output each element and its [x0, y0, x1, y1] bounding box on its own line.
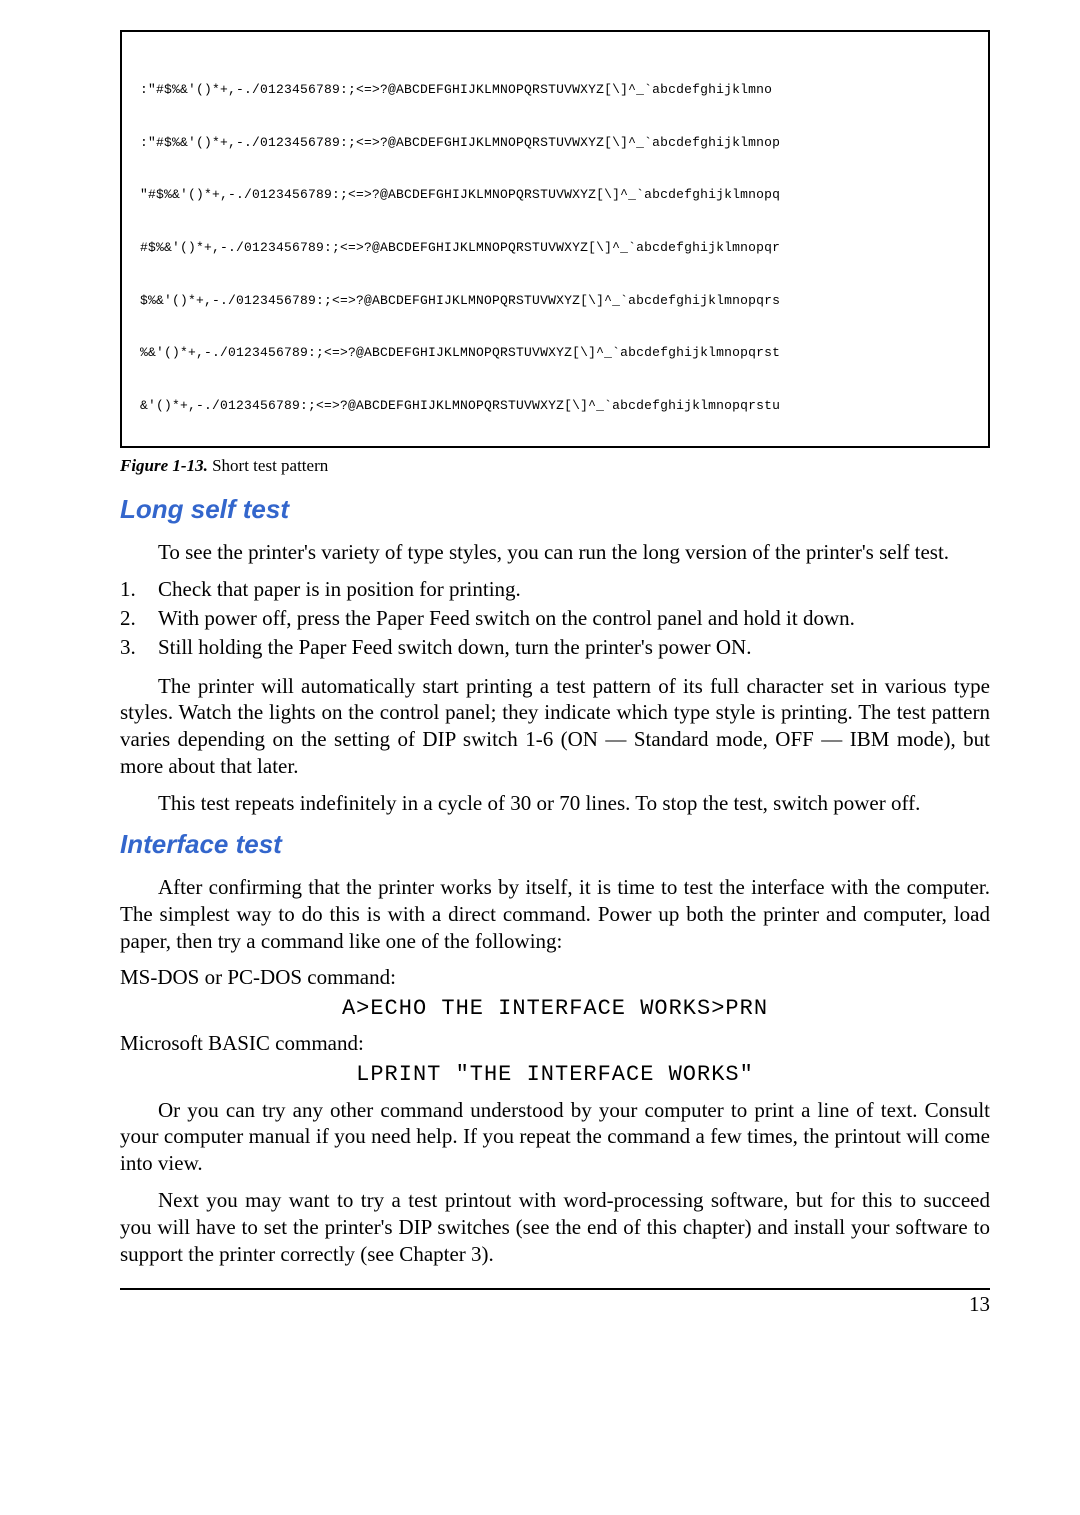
heading-interface-test: Interface test [120, 829, 990, 860]
para-long-self-test-2: The printer will automatically start pri… [120, 673, 990, 781]
figure-caption: Figure 1-13. Short test pattern [120, 456, 990, 476]
test-pattern-line: $%&'()*+,-./0123456789:;<=>?@ABCDEFGHIJK… [140, 292, 970, 310]
test-pattern-line: #$%&'()*+,-./0123456789:;<=>?@ABCDEFGHIJ… [140, 239, 970, 257]
cmd-basic: LPRINT "THE INTERFACE WORKS" [120, 1062, 990, 1087]
page-footer: 13 [120, 1288, 990, 1317]
step-number: 2. [120, 605, 158, 632]
para-interface-2: Or you can try any other command underst… [120, 1097, 990, 1178]
steps-list: 1. Check that paper is in position for p… [120, 576, 990, 661]
test-pattern-line: %&'()*+,-./0123456789:;<=>?@ABCDEFGHIJKL… [140, 344, 970, 362]
test-pattern-line: :"#$%&'()*+,-./0123456789:;<=>?@ABCDEFGH… [140, 81, 970, 99]
list-item: 2. With power off, press the Paper Feed … [120, 605, 990, 632]
list-item: 3. Still holding the Paper Feed switch d… [120, 634, 990, 661]
para-interface-1: After confirming that the printer works … [120, 874, 990, 955]
step-text: Check that paper is in position for prin… [158, 576, 990, 603]
step-text: Still holding the Paper Feed switch down… [158, 634, 990, 661]
step-number: 3. [120, 634, 158, 661]
para-long-self-test-3: This test repeats indefinitely in a cycl… [120, 790, 990, 817]
step-number: 1. [120, 576, 158, 603]
cmd-dos: A>ECHO THE INTERFACE WORKS>PRN [120, 996, 990, 1021]
test-pattern-box: :"#$%&'()*+,-./0123456789:;<=>?@ABCDEFGH… [120, 30, 990, 448]
test-pattern-line: "#$%&'()*+,-./0123456789:;<=>?@ABCDEFGHI… [140, 186, 970, 204]
step-text: With power off, press the Paper Feed swi… [158, 605, 990, 632]
para-interface-3: Next you may want to try a test printout… [120, 1187, 990, 1268]
figure-label: Figure 1-13. [120, 456, 208, 475]
para-long-self-test-intro: To see the printer's variety of type sty… [120, 539, 990, 566]
cmd-label-basic: Microsoft BASIC command: [120, 1031, 990, 1056]
page-number: 13 [969, 1292, 990, 1316]
test-pattern-line: &'()*+,-./0123456789:;<=>?@ABCDEFGHIJKLM… [140, 397, 970, 415]
test-pattern-line: :"#$%&'()*+,-./0123456789:;<=>?@ABCDEFGH… [140, 134, 970, 152]
list-item: 1. Check that paper is in position for p… [120, 576, 990, 603]
heading-long-self-test: Long self test [120, 494, 990, 525]
figure-text: Short test pattern [212, 456, 328, 475]
cmd-label-dos: MS-DOS or PC-DOS command: [120, 965, 990, 990]
